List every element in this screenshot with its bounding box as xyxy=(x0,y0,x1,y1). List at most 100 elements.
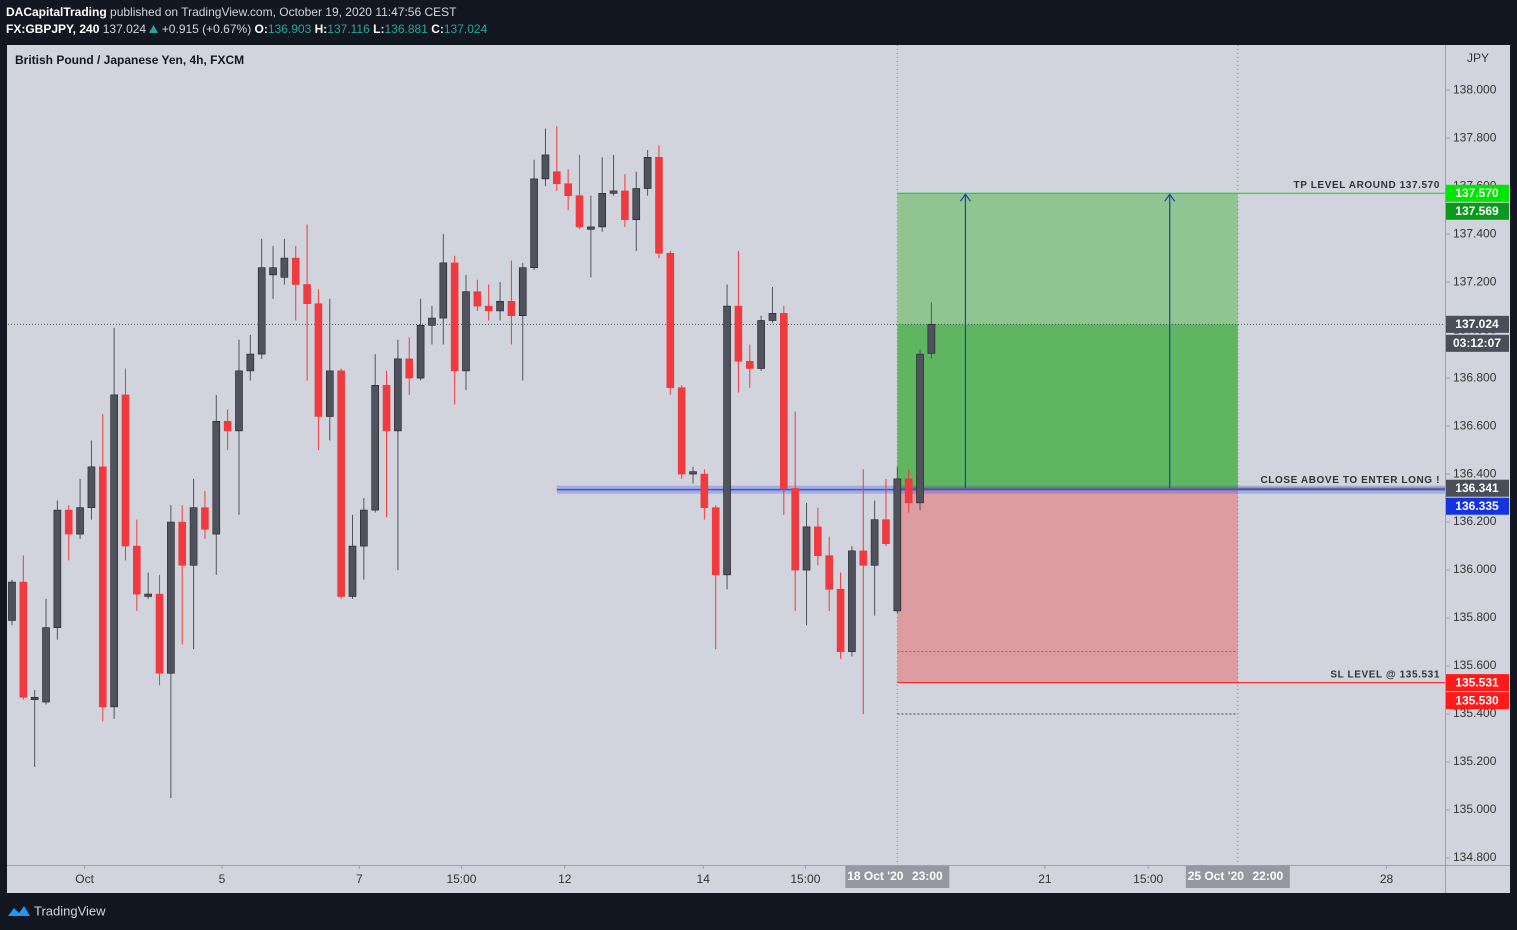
ohlc-label: L: xyxy=(373,22,385,36)
up-icon xyxy=(149,25,159,33)
y-tick-label: 135.800 xyxy=(1453,610,1497,624)
candle-body xyxy=(814,526,822,556)
candle-body xyxy=(382,384,391,432)
author: DACapitalTrading xyxy=(6,5,107,19)
candle-body xyxy=(64,509,73,535)
price-badge xyxy=(1446,315,1509,333)
candle-body xyxy=(30,696,39,700)
candle-body xyxy=(155,593,164,674)
candle-body xyxy=(337,370,345,597)
y-tick-label: 135.200 xyxy=(1453,754,1497,768)
candle-body xyxy=(666,252,675,388)
candle-body xyxy=(212,420,221,535)
candle-body xyxy=(450,262,459,372)
candle-body xyxy=(598,193,607,228)
candle-body xyxy=(791,488,799,571)
candle-body xyxy=(246,353,255,372)
candle-body xyxy=(269,267,277,276)
candle-body xyxy=(711,507,720,576)
candle-body xyxy=(859,550,868,566)
x-tick-label: Oct xyxy=(75,872,94,886)
ohlc-value: 137.116 xyxy=(327,22,370,36)
candle-body xyxy=(360,509,368,547)
header: DACapitalTrading published on TradingVie… xyxy=(6,4,487,38)
price-badge xyxy=(1446,479,1509,497)
candle-body xyxy=(439,262,448,319)
candle-body xyxy=(802,526,811,571)
level-text: TP LEVEL AROUND 137.570 xyxy=(1294,180,1440,191)
candle-body xyxy=(201,507,209,530)
ohlc-value: 136.903 xyxy=(267,22,312,36)
stop-zone xyxy=(897,488,1238,683)
candle-body xyxy=(700,473,709,508)
price-badge-label: 137.024 xyxy=(1455,317,1499,331)
countdown-badge xyxy=(1446,334,1509,352)
candle-body xyxy=(553,171,561,185)
candle-body xyxy=(621,190,629,221)
candle-body xyxy=(507,300,516,316)
candle-body xyxy=(87,466,96,508)
candle-body xyxy=(518,267,527,316)
candle-body xyxy=(110,394,118,708)
y-tick-label: 137.400 xyxy=(1453,226,1497,240)
candle-body xyxy=(473,291,482,307)
ohlc-value: 137.024 xyxy=(443,22,488,36)
x-tick-label: 5 xyxy=(219,872,226,886)
candle-body xyxy=(223,420,232,432)
y-tick-label: 137.800 xyxy=(1453,130,1497,144)
candle-body xyxy=(643,157,652,189)
header-line-2: FX:GBPJPY, 240 137.024 +0.915 (+0.67%) O… xyxy=(6,21,487,38)
candle-body xyxy=(904,478,913,504)
candle-body xyxy=(121,394,130,547)
candle-body xyxy=(780,312,788,489)
range-time: 22:00 xyxy=(1252,869,1283,883)
candle-body xyxy=(257,267,266,355)
candle-body xyxy=(893,478,902,612)
y-tick-label: 135.400 xyxy=(1453,706,1497,720)
level-text: CLOSE ABOVE TO ENTER LONG ! xyxy=(1260,475,1440,486)
candle-body xyxy=(314,303,323,417)
currency-label: JPY xyxy=(1467,51,1489,65)
x-tick-label: 12 xyxy=(558,872,572,886)
published: published on TradingView.com, October 19… xyxy=(110,5,457,19)
candle-body xyxy=(655,157,663,254)
range-badge xyxy=(1185,866,1290,888)
candle-body xyxy=(745,360,754,369)
level-text: SL LEVEL @ 135.531 xyxy=(1330,669,1440,680)
candle-body xyxy=(144,593,152,597)
x-tick-label: 7 xyxy=(356,872,363,886)
brand-logo xyxy=(8,906,30,916)
price-badge-label: 136.341 xyxy=(1455,481,1499,495)
y-tick-label: 135.600 xyxy=(1453,658,1497,672)
y-tick-label: 136.600 xyxy=(1453,418,1497,432)
countdown-label: 03:12:07 xyxy=(1453,336,1501,350)
x-tick-label: 28 xyxy=(1380,872,1394,886)
x-tick-label: 15:00 xyxy=(446,872,476,886)
change: +0.915 (+0.67%) xyxy=(161,22,252,36)
candle-body xyxy=(428,317,436,326)
candle-body xyxy=(916,353,924,504)
x-tick-label: 14 xyxy=(697,872,711,886)
candle-body xyxy=(734,305,743,362)
candle-body xyxy=(541,154,550,180)
symbol: FX:GBPJPY, 240 xyxy=(6,22,100,36)
price: 137.024 xyxy=(102,22,147,36)
y-tick-label: 136.400 xyxy=(1453,466,1497,480)
candle-body xyxy=(870,519,879,566)
candle-body xyxy=(98,466,107,708)
candle-body xyxy=(462,291,470,372)
arrow-head xyxy=(1164,193,1176,202)
chart-title: British Pound / Japanese Yen, 4h, FXCM xyxy=(15,53,244,67)
price-badge xyxy=(1446,674,1509,692)
ohlc-label: H: xyxy=(314,22,328,36)
range-date: 25 Oct '20 xyxy=(1188,869,1245,883)
y-tick-label: 137.200 xyxy=(1453,274,1497,288)
candle-body xyxy=(723,305,731,576)
price-badge xyxy=(1446,184,1509,202)
candle-body xyxy=(882,519,890,544)
x-tick-label: 15:00 xyxy=(1133,872,1163,886)
candle-body xyxy=(371,384,379,511)
candle-body xyxy=(280,257,289,278)
